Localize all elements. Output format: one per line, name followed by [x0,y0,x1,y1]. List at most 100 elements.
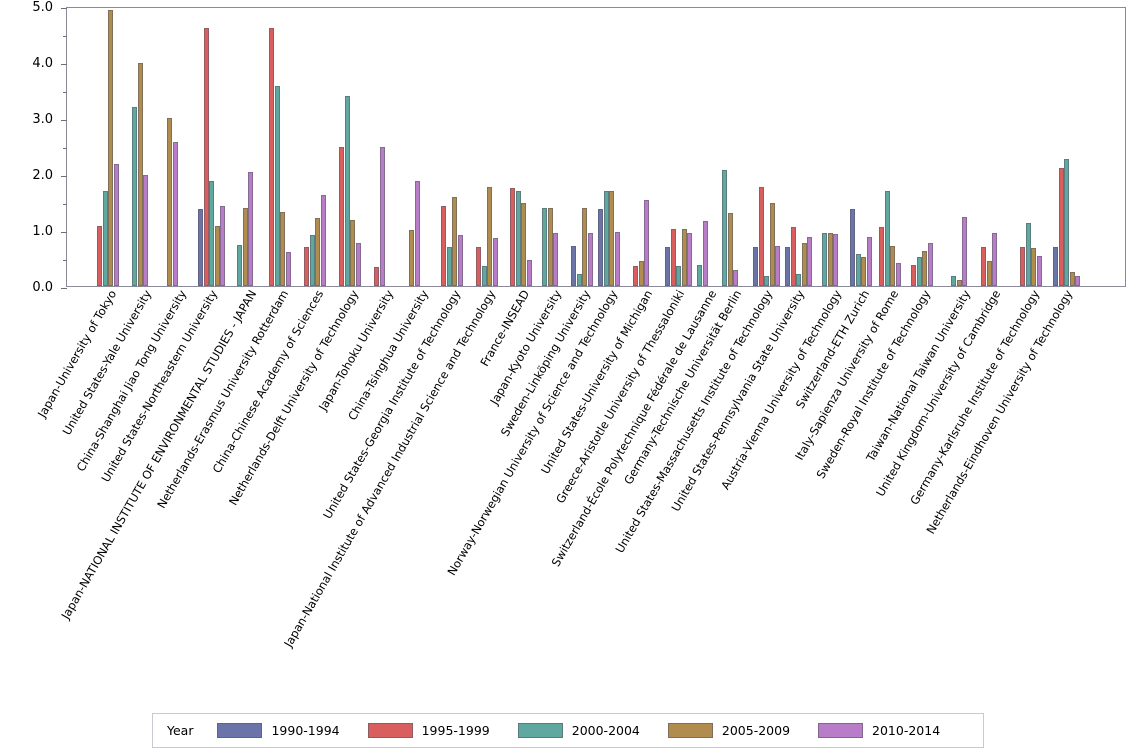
bar[interactable] [355,243,361,286]
bar[interactable] [510,188,515,286]
bar[interactable] [220,206,226,286]
bar[interactable] [198,208,203,286]
bar[interactable] [547,207,553,286]
legend-item[interactable]: 2000-2004 [517,723,640,738]
bar[interactable] [598,208,603,286]
bar[interactable] [775,245,781,286]
bar[interactable] [733,269,739,286]
bar[interactable] [1069,272,1075,286]
bar[interactable] [102,191,108,286]
bar[interactable] [1053,247,1058,286]
bar[interactable] [884,191,890,286]
bar[interactable] [956,280,962,286]
bar[interactable] [320,194,326,286]
bar[interactable] [143,175,149,286]
bar[interactable] [274,86,280,286]
bar[interactable] [665,246,670,286]
bar[interactable] [526,260,532,286]
bar[interactable] [309,235,315,286]
bar[interactable] [269,28,274,286]
bar[interactable] [916,256,922,286]
bar[interactable] [452,196,458,286]
bar[interactable] [167,118,172,286]
bar[interactable] [951,275,956,286]
bar[interactable] [481,266,487,286]
bar[interactable] [553,232,559,286]
bar[interactable] [827,232,833,286]
bar[interactable] [285,252,291,286]
bar[interactable] [515,190,521,286]
bar[interactable] [981,246,986,286]
bar[interactable] [1075,275,1081,286]
bar[interactable] [769,202,775,286]
bar[interactable] [409,230,414,286]
bar[interactable] [487,186,493,286]
bar[interactable] [922,251,928,286]
bar[interactable] [576,274,582,286]
legend-item[interactable]: 2010-2014 [818,723,940,738]
bar[interactable] [476,246,481,286]
bar[interactable] [697,265,702,286]
bar[interactable] [753,246,758,286]
bar[interactable] [1020,246,1025,286]
bar[interactable] [344,96,350,286]
bar[interactable] [1058,167,1064,286]
bar[interactable] [609,190,615,286]
bar[interactable] [587,232,593,286]
bar[interactable] [214,226,220,286]
bar[interactable] [785,247,790,286]
bar[interactable] [1064,158,1070,286]
bar[interactable] [603,190,609,286]
bar[interactable] [571,245,576,286]
bar[interactable] [237,244,242,286]
bar[interactable] [879,227,884,286]
bar[interactable] [304,247,309,286]
bar[interactable] [414,181,420,286]
bar[interactable] [895,263,901,286]
bar[interactable] [670,228,676,286]
bar[interactable] [132,107,137,286]
bar[interactable] [861,256,867,286]
legend-item[interactable]: 1990-1994 [217,723,340,738]
bar[interactable] [1025,223,1031,286]
bar[interactable] [339,147,344,286]
bar[interactable] [801,243,807,286]
bar[interactable] [822,233,827,286]
bar[interactable] [1036,256,1042,286]
bar[interactable] [866,237,872,286]
bar[interactable] [850,208,855,286]
bar[interactable] [986,261,992,286]
bar[interactable] [676,266,682,286]
bar[interactable] [681,228,687,286]
bar[interactable] [209,180,215,286]
bar[interactable] [855,254,861,286]
bar[interactable] [457,235,463,286]
bar[interactable] [446,246,452,286]
bar[interactable] [687,232,693,286]
bar[interactable] [992,232,998,286]
bar[interactable] [350,219,356,286]
bar[interactable] [542,207,547,286]
bar[interactable] [582,207,588,286]
bar[interactable] [242,208,248,286]
bar[interactable] [790,226,796,286]
bar[interactable] [315,218,321,286]
bar[interactable] [280,212,286,286]
bar[interactable] [108,10,114,286]
bar[interactable] [722,170,727,286]
bar[interactable] [633,266,638,286]
bar[interactable] [521,202,527,286]
bar[interactable] [638,261,644,286]
bar[interactable] [374,266,379,286]
bar[interactable] [113,164,119,286]
legend-item[interactable]: 2005-2009 [667,723,790,738]
bar[interactable] [379,147,385,286]
bar[interactable] [172,141,178,286]
bar[interactable] [890,245,896,286]
bar[interactable] [702,221,708,286]
bar[interactable] [764,275,770,286]
bar[interactable] [927,243,933,286]
bar[interactable] [137,63,143,286]
legend-item[interactable]: 1995-1999 [367,723,490,738]
bar[interactable] [758,187,764,286]
